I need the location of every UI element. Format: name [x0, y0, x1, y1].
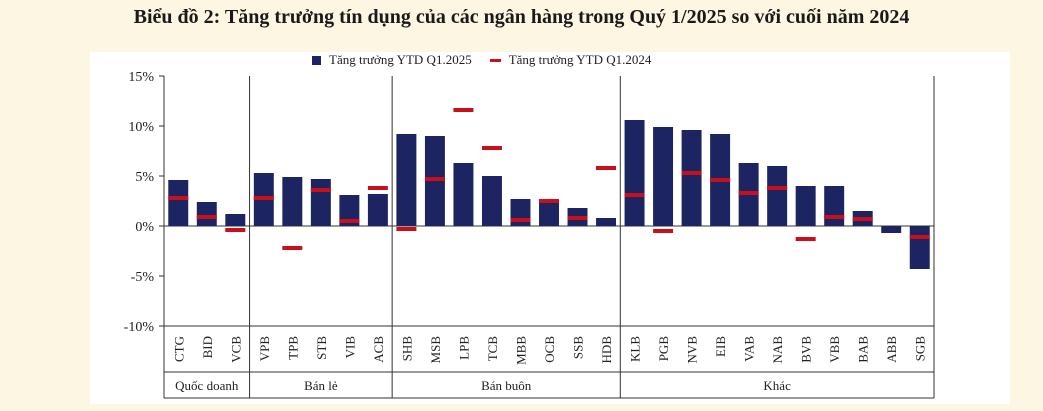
marker-shb: [396, 227, 417, 231]
marker-bid: [196, 215, 217, 219]
bar-shb: [396, 134, 417, 226]
bar-tpb: [282, 177, 303, 226]
bar-acb: [367, 194, 388, 226]
bar-bid: [196, 202, 217, 226]
x-tick-label: EIB: [713, 336, 728, 357]
bar-klb: [624, 120, 645, 226]
y-tick-label: 0%: [135, 220, 154, 235]
marker-acb: [367, 186, 388, 190]
marker-bab: [852, 217, 873, 221]
bar-vcb: [225, 214, 246, 226]
marker-lpb: [453, 108, 474, 112]
x-tick-label: TPB: [285, 336, 300, 360]
x-tick-label: PGB: [656, 336, 671, 362]
bar-stb: [310, 179, 331, 226]
legend-swatch-bar: [312, 55, 321, 65]
bar-lpb: [453, 163, 474, 226]
bar-ocb: [539, 200, 559, 226]
x-tick-label: SSB: [571, 336, 586, 359]
legend-label-bar: Tăng trưởng YTD Q1.2025: [329, 52, 472, 67]
marker-klb: [624, 193, 645, 197]
x-tick-label: SGB: [913, 336, 928, 362]
x-tick-label: VAB: [742, 336, 757, 362]
marker-tcb: [481, 146, 502, 150]
x-tick-label: LPB: [456, 336, 471, 360]
bar-vbb: [824, 186, 845, 226]
y-tick-label: 10%: [128, 120, 154, 135]
legend-swatch-marker: [489, 58, 501, 62]
group-label: Bán buôn: [481, 378, 532, 393]
x-tick-label: BID: [200, 336, 215, 358]
x-tick-label: KLB: [628, 336, 643, 362]
bar-sgb: [909, 226, 930, 269]
chart-title: Biểu đồ 2: Tăng trưởng tín dụng của các …: [133, 6, 910, 28]
group-label: Khác: [763, 378, 791, 393]
x-tick-label: ABB: [884, 336, 899, 363]
x-tick-label: NAB: [770, 336, 785, 364]
y-tick-label: 15%: [128, 70, 154, 85]
group-label: Quốc doanh: [175, 378, 239, 393]
marker-vab: [738, 191, 759, 195]
x-tick-label: VCB: [228, 336, 243, 363]
marker-sgb: [909, 235, 930, 239]
y-tick-label: -10%: [124, 320, 155, 335]
bar-ctg: [168, 180, 189, 226]
x-tick-label: NVB: [685, 336, 700, 364]
bar-pgb: [653, 127, 674, 226]
marker-tpb: [282, 246, 303, 250]
bar-vib: [339, 195, 360, 226]
marker-ocb: [539, 199, 559, 203]
marker-eib: [710, 178, 731, 182]
x-tick-label: CTG: [171, 336, 186, 362]
marker-nvb: [681, 171, 702, 175]
marker-stb: [310, 188, 331, 192]
x-tick-label: BAB: [856, 336, 871, 363]
marker-nab: [767, 186, 788, 190]
marker-msb: [424, 177, 445, 181]
x-tick-label: MBB: [513, 336, 528, 365]
marker-vcb: [225, 228, 246, 232]
marker-bvb: [795, 237, 816, 241]
marker-pgb: [653, 229, 674, 233]
y-tick-label: -5%: [131, 270, 155, 285]
x-tick-label: MSB: [428, 336, 443, 364]
x-tick-label: TCB: [485, 336, 500, 362]
bar-abb: [881, 226, 902, 233]
marker-mbb: [510, 218, 531, 222]
bar-bvb: [795, 186, 816, 226]
x-tick-label: VPB: [257, 336, 272, 362]
x-tick-label: HDB: [599, 336, 614, 364]
marker-vbb: [824, 215, 845, 219]
legend-label-marker: Tăng trưởng YTD Q1.2024: [508, 52, 652, 67]
legend-item-marker: Tăng trưởng YTD Q1.2024: [489, 52, 652, 68]
x-tick-label: VBB: [827, 336, 842, 363]
bar-nvb: [681, 130, 702, 226]
x-tick-label: VIB: [342, 336, 357, 359]
legend: Tăng trưởng YTD Q1.2025 Tăng trưởng YTD …: [312, 51, 669, 69]
x-tick-label: STB: [314, 336, 329, 360]
x-tick-label: ACB: [371, 336, 386, 363]
marker-vpb: [253, 196, 274, 200]
x-tick-label: SHB: [399, 336, 414, 362]
marker-ctg: [168, 196, 189, 200]
marker-hdb: [596, 166, 617, 170]
group-label: Bán lẻ: [304, 378, 338, 393]
x-tick-label: BVB: [799, 336, 814, 363]
marker-ssb: [567, 216, 588, 220]
legend-item-bar: Tăng trưởng YTD Q1.2025: [312, 52, 472, 68]
y-tick-label: 5%: [135, 170, 154, 185]
bar-nab: [767, 166, 788, 226]
bar-tcb: [481, 176, 502, 226]
marker-vib: [339, 219, 360, 223]
x-tick-label: OCB: [542, 336, 557, 363]
bar-hdb: [596, 218, 617, 226]
